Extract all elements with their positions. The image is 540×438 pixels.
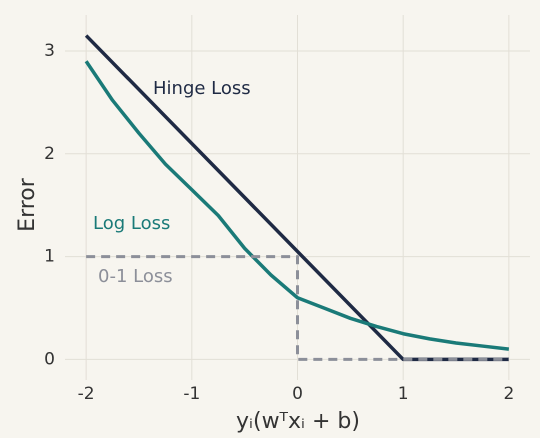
x-tick-label: -1 <box>183 384 200 404</box>
series-label: Hinge Loss <box>153 78 251 99</box>
series-label: 0-1 Loss <box>98 266 173 287</box>
y-tick-label: 0 <box>44 349 55 369</box>
x-axis-label: yᵢ(wᵀxᵢ + b) <box>236 409 360 434</box>
x-tick-label: 1 <box>398 384 409 404</box>
grid <box>65 15 530 380</box>
x-tick-label: -2 <box>78 384 95 404</box>
x-tick-label: 2 <box>503 384 514 404</box>
plot-lines <box>84 34 510 362</box>
y-axis-label: Error <box>15 177 40 232</box>
series-line <box>86 255 509 361</box>
x-tick-label: 0 <box>292 384 303 404</box>
series-line <box>84 60 510 351</box>
y-tick-label: 1 <box>44 247 55 267</box>
series-label: Log Loss <box>93 213 170 234</box>
y-tick-label: 3 <box>44 41 55 61</box>
y-tick-label: 2 <box>44 144 55 164</box>
series-line <box>84 34 509 362</box>
